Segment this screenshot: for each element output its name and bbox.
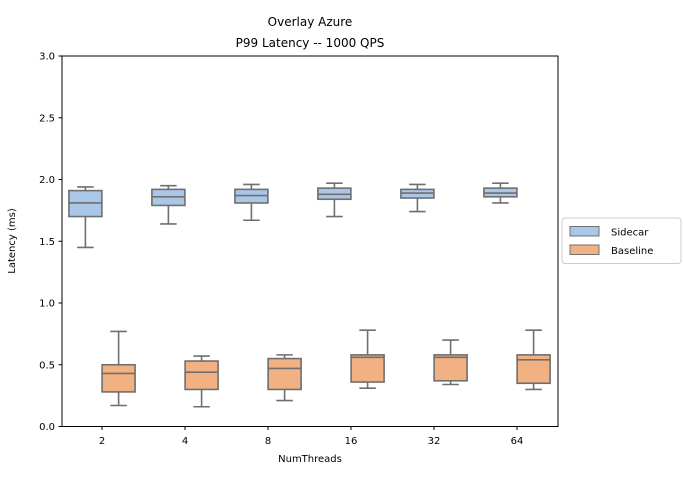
- y-tick-label: 2.5: [39, 113, 55, 124]
- x-tick-label: 16: [345, 436, 358, 447]
- box-baseline-4: [184, 360, 219, 391]
- chart-title-line1: Overlay Azure: [268, 15, 353, 29]
- x-tick-label: 64: [511, 436, 524, 447]
- legend-label-sidecar: Sidecar: [611, 228, 649, 239]
- legend-swatch-sidecar: [569, 226, 600, 237]
- plot-frame: [61, 55, 559, 427]
- chart-title-line2: P99 Latency -- 1000 QPS: [236, 36, 385, 50]
- box-baseline-2: [101, 363, 136, 393]
- legend-label-baseline: Baseline: [611, 246, 653, 257]
- y-tick-label: 2.0: [39, 175, 55, 186]
- legend: Sidecar Baseline: [561, 217, 682, 264]
- box-baseline-32: [433, 354, 468, 382]
- y-tick-label: 0.5: [39, 360, 55, 371]
- x-tick-label: 4: [182, 436, 188, 447]
- x-tick-label: 32: [428, 436, 441, 447]
- legend-swatch-baseline: [569, 244, 600, 255]
- x-tick-label: 8: [265, 436, 271, 447]
- y-tick-label: 1.5: [39, 237, 55, 248]
- y-tick-label: 1.0: [39, 299, 55, 310]
- x-tick-label: 2: [99, 436, 105, 447]
- y-axis-label: Latency (ms): [7, 208, 18, 274]
- y-tick-label: 0.0: [39, 422, 55, 433]
- box-baseline-8: [267, 357, 302, 391]
- axis-ticks: 0.0 0.5 1.0 1.5 2.0 2.5 3.0 2 4 8 16 32 64: [39, 52, 523, 448]
- box-baseline-16: [350, 354, 385, 383]
- y-tick-label: 3.0: [39, 52, 55, 63]
- x-axis-label: NumThreads: [278, 454, 342, 465]
- box-series: [68, 182, 551, 408]
